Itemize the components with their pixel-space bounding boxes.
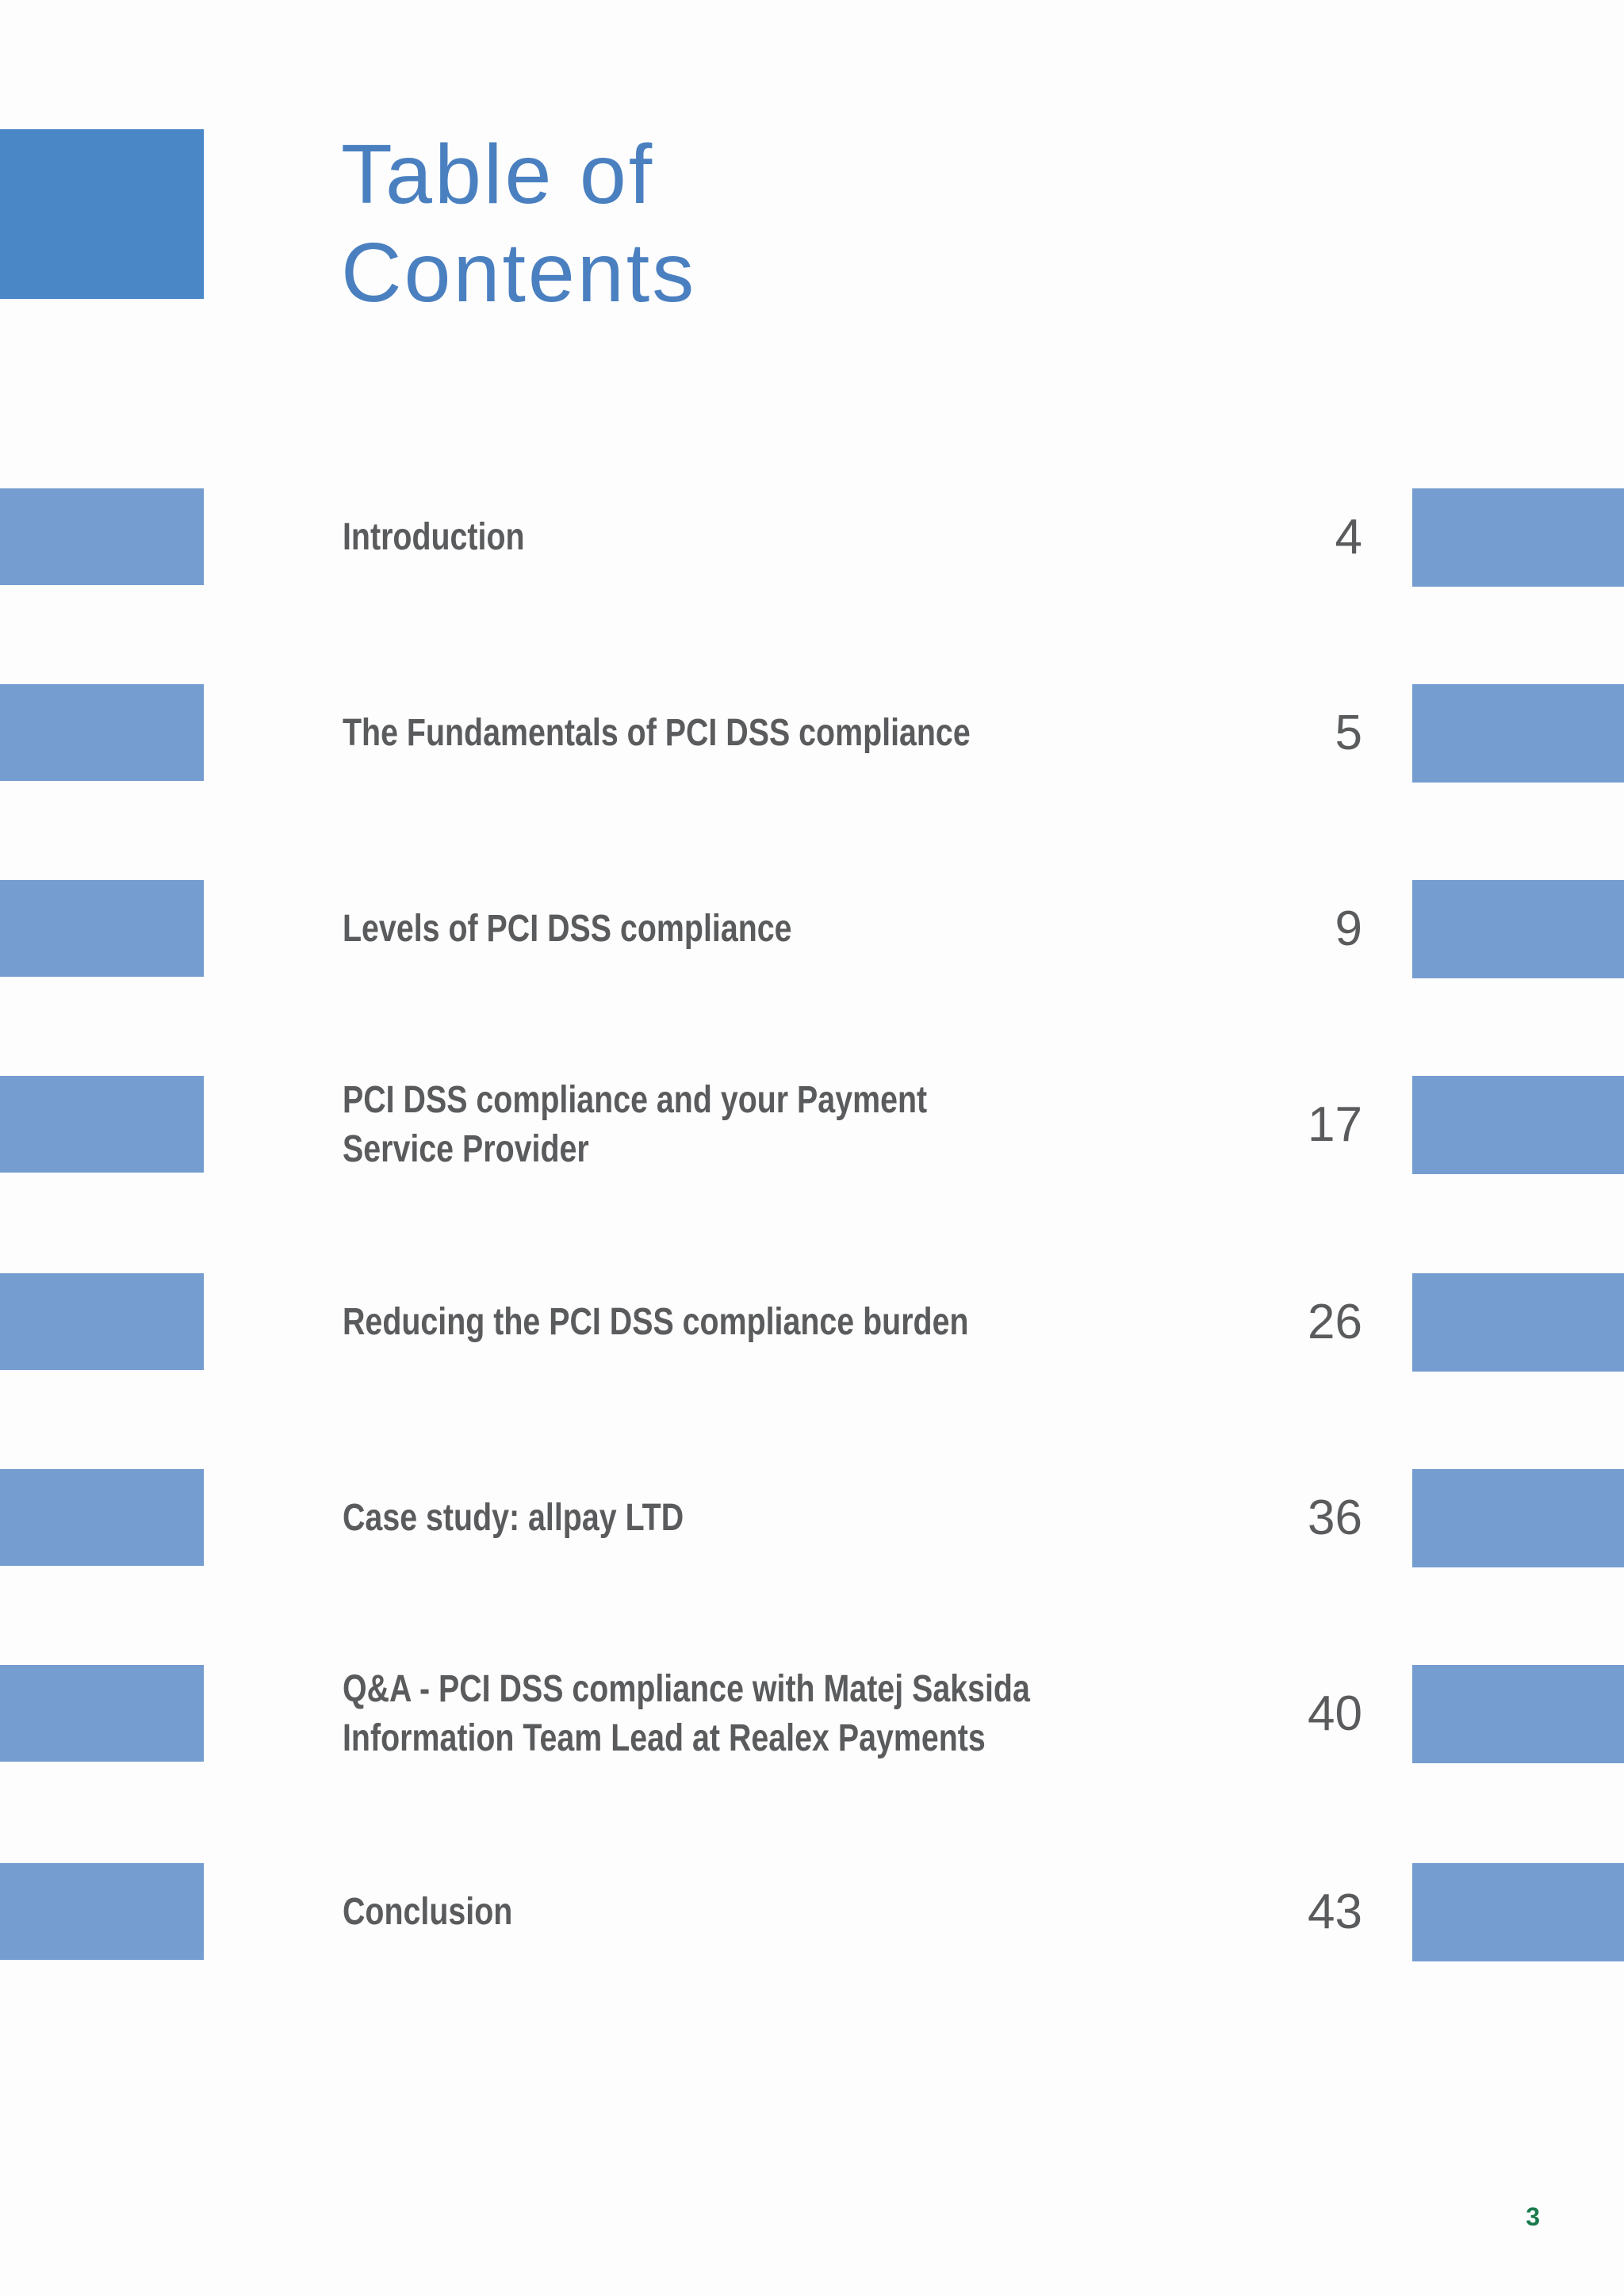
page-title: Table of Contents [341,125,696,322]
toc-bar-right [1412,1076,1624,1174]
page-number: 3 [1526,2202,1540,2231]
toc-entry-introduction[interactable]: Introduction 4 [0,488,1624,587]
toc-bar-right [1412,684,1624,783]
toc-bar-left [0,684,204,781]
toc-entry-title: PCI DSS compliance and your Payment Serv… [343,1079,928,1170]
page-title-line2: Contents [341,226,697,320]
toc-entry-title: Levels of PCI DSS compliance [343,908,792,950]
toc-entry-page: 43 [1308,1885,1362,1939]
toc-entry-title: Q&A - PCI DSS compliance with Matej Saks… [343,1668,1030,1759]
title-accent-block [0,129,204,299]
toc-entry-fundamentals[interactable]: The Fundamentals of PCI DSS compliance 5 [0,684,1624,783]
toc-entry-page: 9 [1335,901,1362,956]
toc-bar-right [1412,488,1624,587]
toc-bar-right [1412,1469,1624,1567]
toc-entry-payment-service-provider[interactable]: PCI DSS compliance and your Payment Serv… [0,1076,1624,1174]
toc-bar-left [0,1665,204,1762]
toc-bar-right [1412,880,1624,978]
toc-entry-page: 5 [1335,706,1362,760]
toc-entry-title: Case study: allpay LTD [343,1497,684,1539]
toc-entry-conclusion[interactable]: Conclusion 43 [0,1863,1624,1961]
toc-bar-left [0,1076,204,1173]
toc-entry-case-study[interactable]: Case study: allpay LTD 36 [0,1469,1624,1567]
toc-entry-title: Reducing the PCI DSS compliance burden [343,1301,969,1343]
toc-entry-page: 4 [1335,510,1362,564]
toc-bar-left [0,880,204,977]
toc-entry-title: The Fundamentals of PCI DSS compliance [343,712,971,754]
toc-bar-right [1412,1863,1624,1961]
page-title-line1: Table of [341,128,655,221]
toc-bar-right [1412,1273,1624,1372]
toc-entry-title: Introduction [343,516,525,558]
toc-bar-right [1412,1665,1624,1763]
toc-bar-left [0,488,204,585]
toc-bar-left [0,1863,204,1960]
toc-entry-title: Conclusion [343,1891,513,1933]
toc-entry-qa[interactable]: Q&A - PCI DSS compliance with Matej Saks… [0,1665,1624,1763]
toc-entry-page: 36 [1308,1490,1362,1545]
toc-entry-page: 40 [1308,1686,1362,1741]
toc-entry-reducing-burden[interactable]: Reducing the PCI DSS compliance burden 2… [0,1273,1624,1372]
toc-entry-levels[interactable]: Levels of PCI DSS compliance 9 [0,880,1624,978]
toc-bar-left [0,1273,204,1370]
toc-entry-page: 26 [1308,1295,1362,1349]
toc-bar-left [0,1469,204,1566]
toc-entry-page: 17 [1308,1097,1362,1152]
